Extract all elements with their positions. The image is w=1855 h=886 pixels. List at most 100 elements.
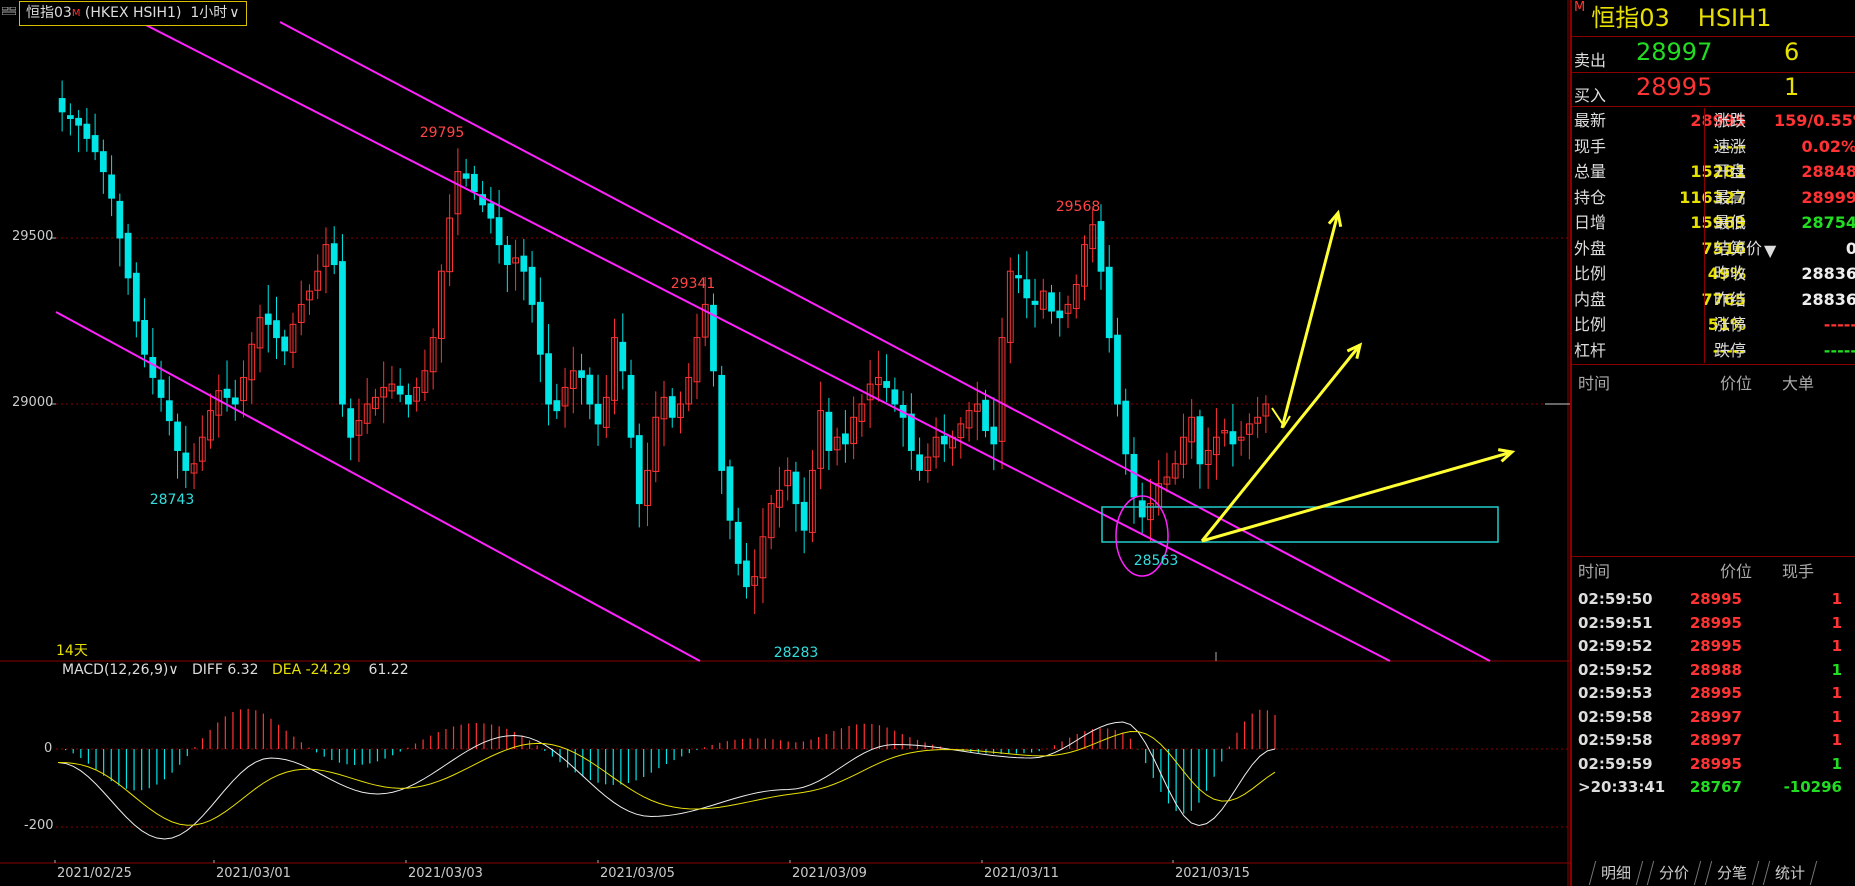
tick-row[interactable]: 02:59:50 28995 1 [1572, 585, 1855, 613]
y-tick-29000: 29000 [12, 395, 54, 410]
candle-body [141, 319, 148, 355]
buy-row[interactable]: 买入 28995 1 [1574, 73, 1854, 107]
date-label: 2021/03/05 [600, 866, 675, 881]
chart-area[interactable]: 29795 29341 29568 28743 28283 28563 恒指03M (HK… [0, 0, 1570, 886]
quote-label: 速涨 [1714, 136, 1747, 156]
candle-body [380, 386, 388, 398]
macd-diff-line [57, 721, 1276, 840]
candle-body [594, 403, 602, 425]
candle-body [1147, 503, 1154, 521]
candle-body [1064, 303, 1072, 314]
tick-time: 02:59:52 [1578, 637, 1653, 655]
tick-row[interactable]: 02:59:51 28995 1 [1572, 609, 1855, 637]
tick-row[interactable]: 02:59:52 28995 1 [1572, 632, 1855, 660]
buy-price: 28995 [1636, 73, 1713, 101]
tick-row[interactable]: >20:33:41 28767 -10296 [1572, 773, 1855, 801]
candle-body [520, 255, 528, 272]
candle-body [800, 501, 808, 531]
sell-row[interactable]: 卖出 28997 6 [1574, 38, 1854, 72]
tick-row[interactable]: 02:59:59 28995 1 [1572, 750, 1855, 778]
candle-body [396, 385, 404, 395]
candle-body [58, 98, 66, 113]
candle-body [289, 323, 297, 353]
candle-body [611, 337, 618, 401]
tab-price-level[interactable]: 分价 [1646, 861, 1702, 885]
tab-statistics[interactable]: 统计 [1762, 861, 1818, 885]
candle-body [330, 243, 338, 266]
tick-row[interactable]: 02:59:58 28997 1 [1572, 703, 1855, 731]
candle-body [1246, 423, 1253, 435]
candle-body [1188, 416, 1196, 443]
settlement-dropdown-icon[interactable]: ▼ [1764, 240, 1777, 260]
projection-arrow-flat-head [1497, 448, 1516, 463]
quote-row: 杠杆 ----- 跌停 ----- [1572, 338, 1855, 364]
candle-body [874, 376, 882, 386]
candle-body [306, 290, 313, 301]
candle-body [1006, 270, 1014, 343]
candle-body [470, 173, 478, 193]
tab-tick[interactable]: 分笔 [1704, 861, 1760, 885]
candle-body [998, 337, 1006, 442]
candle-body [693, 337, 701, 383]
tick-row[interactable]: 02:59:52 28988 1 [1572, 656, 1855, 684]
candle-body [388, 383, 396, 392]
panel-tabs: 明细 分价 分笔 统计 [1572, 861, 1855, 886]
big-order-list[interactable] [1572, 396, 1855, 554]
quote-label: 涨停 [1714, 315, 1747, 334]
macd-diff: DIFF 6.32 [191, 662, 259, 678]
quote-value: ----- [1712, 136, 1746, 156]
macd-indicator-label[interactable]: MACD(12,26,9)∨ DIFF 6.32 DEA -24.29 61.2… [62, 662, 409, 678]
candle-body [1221, 430, 1229, 434]
quote-label: 昨收 [1714, 264, 1747, 283]
quote-value: 116327 [1679, 187, 1746, 207]
candle-body [767, 503, 775, 539]
quote-label: 昨结 [1714, 289, 1747, 309]
quote-label: 涨跌 [1714, 111, 1747, 130]
candle-body [1072, 283, 1080, 310]
tick-volume: 1 [1831, 731, 1842, 749]
candle-body [355, 420, 363, 436]
candle-body [924, 456, 932, 472]
tick-volume: 1 [1831, 590, 1842, 608]
candle-body [842, 433, 849, 445]
macd-name: MACD(12,26,9) [62, 662, 169, 678]
tick-price: 28997 [1689, 731, 1742, 749]
candle-body [833, 436, 841, 451]
tick-price: 28997 [1689, 707, 1742, 726]
quote-label: 日增 [1574, 213, 1607, 232]
candle-body [1138, 500, 1146, 518]
quote-row: 日增 15969 最低 28754 [1572, 210, 1855, 236]
tick-price: 28995 [1689, 754, 1742, 773]
candle-body [339, 261, 346, 405]
candle-body [907, 413, 915, 451]
extreme-label: 28743 [150, 492, 195, 508]
candle-body [635, 435, 643, 505]
projection-arrow-steep-head [1327, 209, 1343, 228]
macd-dropdown-icon[interactable]: ∨ [168, 662, 179, 678]
tick-row[interactable]: 02:59:58 28997 1 [1572, 726, 1855, 754]
quote-label: 最新 [1574, 111, 1607, 130]
tick-volume: 1 [1831, 660, 1842, 679]
candle-body [248, 343, 256, 381]
candle-body [660, 396, 668, 420]
big-order-header-big: 大单 [1782, 374, 1815, 393]
candle-body [446, 217, 454, 273]
period-dropdown-icon[interactable]: ∨ [229, 5, 240, 21]
price-chart[interactable]: 29795 29341 29568 28743 28283 28563 [0, 0, 1570, 886]
tick-row[interactable]: 02:59:53 28995 1 [1572, 679, 1855, 707]
tick-time: 02:59:58 [1578, 707, 1653, 726]
candle-body [1031, 300, 1039, 305]
symbol-selector[interactable]: 恒指03M (HKEX HSIH1) 1小时 ∨ [19, 1, 247, 26]
projection-arrow-mid [1200, 344, 1362, 542]
candle-body [602, 396, 610, 428]
candle-body [553, 400, 561, 412]
quote-symbol-name: 恒指03 [1591, 4, 1670, 32]
candle-body [792, 471, 800, 505]
tab-detail[interactable]: 明细 [1588, 861, 1644, 885]
chart-menu-icon[interactable] [2, 7, 16, 15]
candle-body [256, 317, 264, 349]
candle-body [586, 374, 594, 405]
candle-body [652, 416, 660, 472]
quote-value: 28836 [1801, 264, 1855, 283]
quote-value: 51% [1707, 315, 1746, 334]
